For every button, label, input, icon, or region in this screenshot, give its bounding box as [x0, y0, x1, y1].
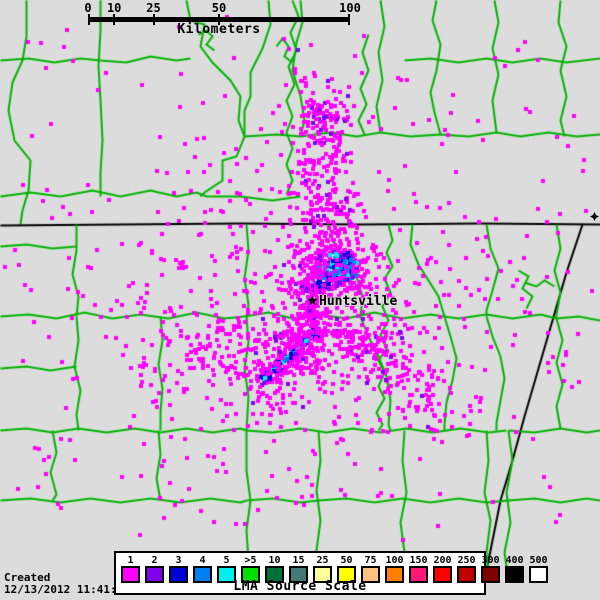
legend-entry-3[interactable]: 3: [167, 555, 190, 583]
legend-swatch-2[interactable]: [145, 566, 164, 583]
legend-swatch-25[interactable]: [313, 566, 332, 583]
legend-entry-500[interactable]: 500: [527, 555, 550, 583]
legend-swatch-3[interactable]: [169, 566, 188, 583]
legend-label-250: 250: [457, 555, 476, 566]
legend-entry-200[interactable]: 200: [431, 555, 454, 583]
legend-entry-5[interactable]: 5: [215, 555, 238, 583]
created-stamp: Created 12/13/2012 11:41:07: [4, 572, 130, 596]
legend-swatch-row: 1 2 3 4 5 >5 10 15 25 50 75 100 150 200 250 300 400 500: [119, 555, 550, 583]
legend-swatch-100[interactable]: [385, 566, 404, 583]
legend-swatch-300[interactable]: [481, 566, 500, 583]
legend-swatch-15[interactable]: [289, 566, 308, 583]
legend-swatch-10[interactable]: [265, 566, 284, 583]
legend-entry-10[interactable]: 10: [263, 555, 286, 583]
legend-label-300: 300: [481, 555, 500, 566]
legend-swatch-75[interactable]: [361, 566, 380, 583]
legend-entry-400[interactable]: 400: [503, 555, 526, 583]
legend-swatch-400[interactable]: [505, 566, 524, 583]
legend-swatch-500[interactable]: [529, 566, 548, 583]
legend-label-3: 3: [175, 555, 182, 566]
legend-entry-300[interactable]: 300: [479, 555, 502, 583]
legend-entry-25[interactable]: 25: [311, 555, 334, 583]
legend-label-15: 15: [292, 555, 305, 566]
legend-entry-75[interactable]: 75: [359, 555, 382, 583]
legend-entry-2[interactable]: 2: [143, 555, 166, 583]
legend-label-50: 50: [340, 555, 353, 566]
scale-bar-title: Kilometers: [177, 22, 261, 37]
legend-swatch-150[interactable]: [409, 566, 428, 583]
legend-label-400: 400: [505, 555, 524, 566]
legend-entry-50[interactable]: 50: [335, 555, 358, 583]
legend-swatch-200[interactable]: [433, 566, 452, 583]
legend-label-5: 5: [223, 555, 230, 566]
legend-label-1: 1: [127, 555, 134, 566]
legend-title: LMA Source Scale: [233, 579, 367, 594]
legend-swatch-5[interactable]: [217, 566, 236, 583]
legend-label-200: 200: [433, 555, 452, 566]
legend-label-100: 100: [385, 555, 404, 566]
legend-swatch-gt5[interactable]: [241, 566, 260, 583]
legend-entry-4[interactable]: 4: [191, 555, 214, 583]
legend-swatch-1[interactable]: [121, 566, 140, 583]
legend-label-500: 500: [529, 555, 548, 566]
lma-source-scale-legend[interactable]: 1 2 3 4 5 >5 10 15 25 50 75 100 150 200 250 300 400 500 L…: [114, 551, 548, 595]
legend-swatch-50[interactable]: [337, 566, 356, 583]
legend-label-gt5: >5: [244, 555, 257, 566]
legend-swatch-250[interactable]: [457, 566, 476, 583]
legend-entry-15[interactable]: 15: [287, 555, 310, 583]
legend-entry-gt5[interactable]: >5: [239, 555, 262, 583]
legend-swatch-4[interactable]: [193, 566, 212, 583]
legend-label-10: 10: [268, 555, 281, 566]
legend-label-2: 2: [151, 555, 158, 566]
legend-label-4: 4: [199, 555, 206, 566]
legend-entry-100[interactable]: 100: [383, 555, 406, 583]
legend-label-75: 75: [364, 555, 377, 566]
legend-entry-1[interactable]: 1: [119, 555, 142, 583]
created-timestamp: 12/13/2012 11:41:07: [4, 583, 130, 596]
legend-entry-150[interactable]: 150: [407, 555, 430, 583]
created-label: Created: [4, 571, 51, 584]
legend-entry-250[interactable]: 250: [455, 555, 478, 583]
legend-label-150: 150: [409, 555, 428, 566]
legend-label-25: 25: [316, 555, 329, 566]
